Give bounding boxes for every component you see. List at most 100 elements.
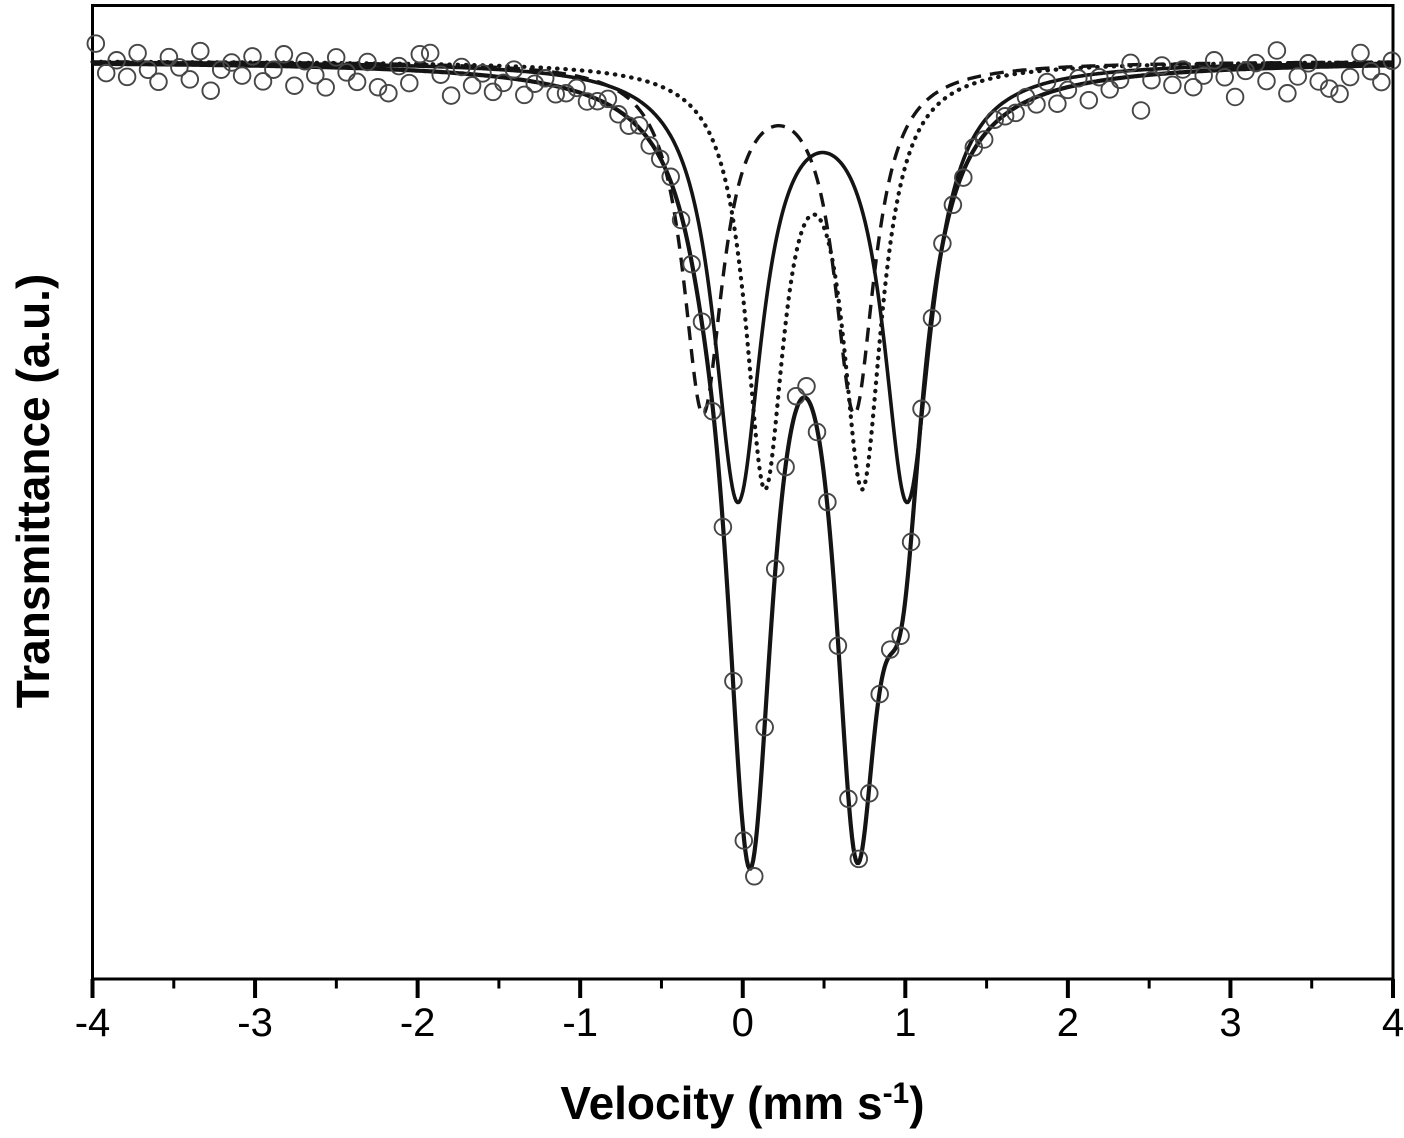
data-point-marker [441, 86, 461, 105]
data-point-marker [180, 70, 200, 89]
data-point-marker [1299, 54, 1318, 73]
data-point-marker [1246, 53, 1266, 73]
data-point-marker [588, 91, 607, 111]
data-point-marker [264, 60, 283, 79]
data-point-marker [347, 72, 367, 92]
data-point-marker [1361, 61, 1381, 81]
component-doublet-solid-curve [92, 60, 1394, 505]
data-point-marker [661, 167, 680, 187]
data-point-marker [494, 73, 513, 93]
x-axis-title-close: ) [909, 1077, 925, 1129]
x-axis-title: Velocity (mm s-1) [92, 1076, 1393, 1130]
data-point-marker [692, 312, 712, 331]
data-point-marker [535, 69, 555, 88]
data-point-marker [1278, 84, 1297, 103]
data-point-marker [201, 81, 220, 100]
data-point-marker [170, 58, 189, 77]
y-axis-title: Transmittance (a.u.) [6, 274, 60, 709]
data-point-marker [1340, 67, 1360, 87]
data-point-marker [1330, 84, 1349, 104]
data-point-marker [149, 72, 168, 92]
data-point-marker [880, 640, 900, 659]
data-point-marker [452, 57, 471, 77]
x-tick-label: 1 [894, 1001, 916, 1045]
data-point-marker [1089, 67, 1109, 87]
data-point-marker [1194, 66, 1213, 85]
data-point-marker [1152, 56, 1172, 75]
data-point-marker [316, 78, 335, 97]
data-point-marker [954, 168, 973, 187]
data-point-marker [1257, 71, 1276, 91]
data-point-marker [765, 559, 785, 579]
x-tick-label: -3 [237, 1001, 273, 1045]
data-point-marker [1225, 87, 1245, 107]
x-axis-title-text: Velocity (mm s [560, 1077, 883, 1129]
x-axis-title-superscript: -1 [882, 1077, 910, 1110]
data-point-marker [1121, 53, 1140, 73]
data-point-marker [525, 74, 545, 93]
data-point-marker [567, 78, 586, 98]
data-point-marker [420, 43, 440, 63]
data-point-marker [713, 517, 733, 537]
data-point-marker [368, 77, 388, 97]
x-tick-label: -4 [75, 1001, 111, 1045]
x-tick-label: -2 [400, 1001, 436, 1045]
data-point-marker [128, 43, 147, 63]
data-point-marker [1351, 43, 1370, 63]
data-point-marker [943, 195, 963, 215]
data-point-marker [232, 66, 252, 85]
data-point-marker [630, 116, 649, 135]
data-point-marker [1048, 94, 1067, 113]
data-point-marker [138, 60, 158, 80]
data-point-marker [849, 849, 869, 869]
data-point-marker [326, 48, 346, 67]
data-point-marker [1184, 77, 1203, 97]
experimental-points [86, 34, 1402, 886]
data-point-marker [922, 308, 942, 328]
data-point-marker [891, 626, 910, 646]
data-point-marker [274, 45, 294, 64]
data-point-marker [1372, 72, 1391, 92]
data-point-marker [86, 34, 106, 53]
data-point-marker [828, 636, 848, 655]
data-point-marker [1142, 70, 1161, 90]
x-tick-label: 2 [1057, 1001, 1079, 1045]
data-point-marker [1100, 80, 1119, 99]
data-point-marker [818, 492, 837, 512]
data-point-marker [671, 210, 691, 230]
data-point-marker [504, 60, 524, 79]
data-point-marker [901, 532, 921, 552]
data-point-marker [96, 63, 116, 83]
data-point-marker [734, 831, 754, 850]
x-tick-label: -1 [562, 1001, 598, 1045]
data-point-marker [1110, 70, 1130, 90]
data-point-marker [1131, 101, 1151, 120]
data-point-marker [1069, 69, 1088, 88]
data-point-marker [1079, 90, 1099, 110]
data-point-marker [462, 76, 482, 95]
data-point-marker [191, 41, 210, 61]
data-point-marker [306, 65, 325, 85]
data-point-marker [1163, 75, 1182, 95]
data-point-marker [295, 51, 315, 71]
data-point-marker [974, 130, 994, 149]
data-point-marker [253, 72, 273, 91]
data-point-marker [807, 422, 827, 442]
data-point-marker [995, 107, 1015, 126]
data-point-marker [860, 784, 879, 803]
data-point-marker [1215, 68, 1234, 87]
data-point-marker [933, 234, 952, 253]
data-point-marker [912, 399, 931, 419]
data-point-marker [1288, 67, 1308, 86]
total-fit-curve [91, 61, 1394, 871]
data-point-marker [598, 89, 618, 109]
data-point-marker [786, 386, 806, 406]
data-point-marker [640, 136, 659, 155]
data-point-marker [745, 867, 764, 886]
data-point-marker [985, 110, 1004, 129]
data-point-marker [703, 401, 722, 421]
data-point-marker [389, 56, 409, 76]
data-point-marker [650, 149, 670, 169]
data-point-marker [1027, 95, 1046, 114]
data-point-marker [546, 85, 565, 104]
